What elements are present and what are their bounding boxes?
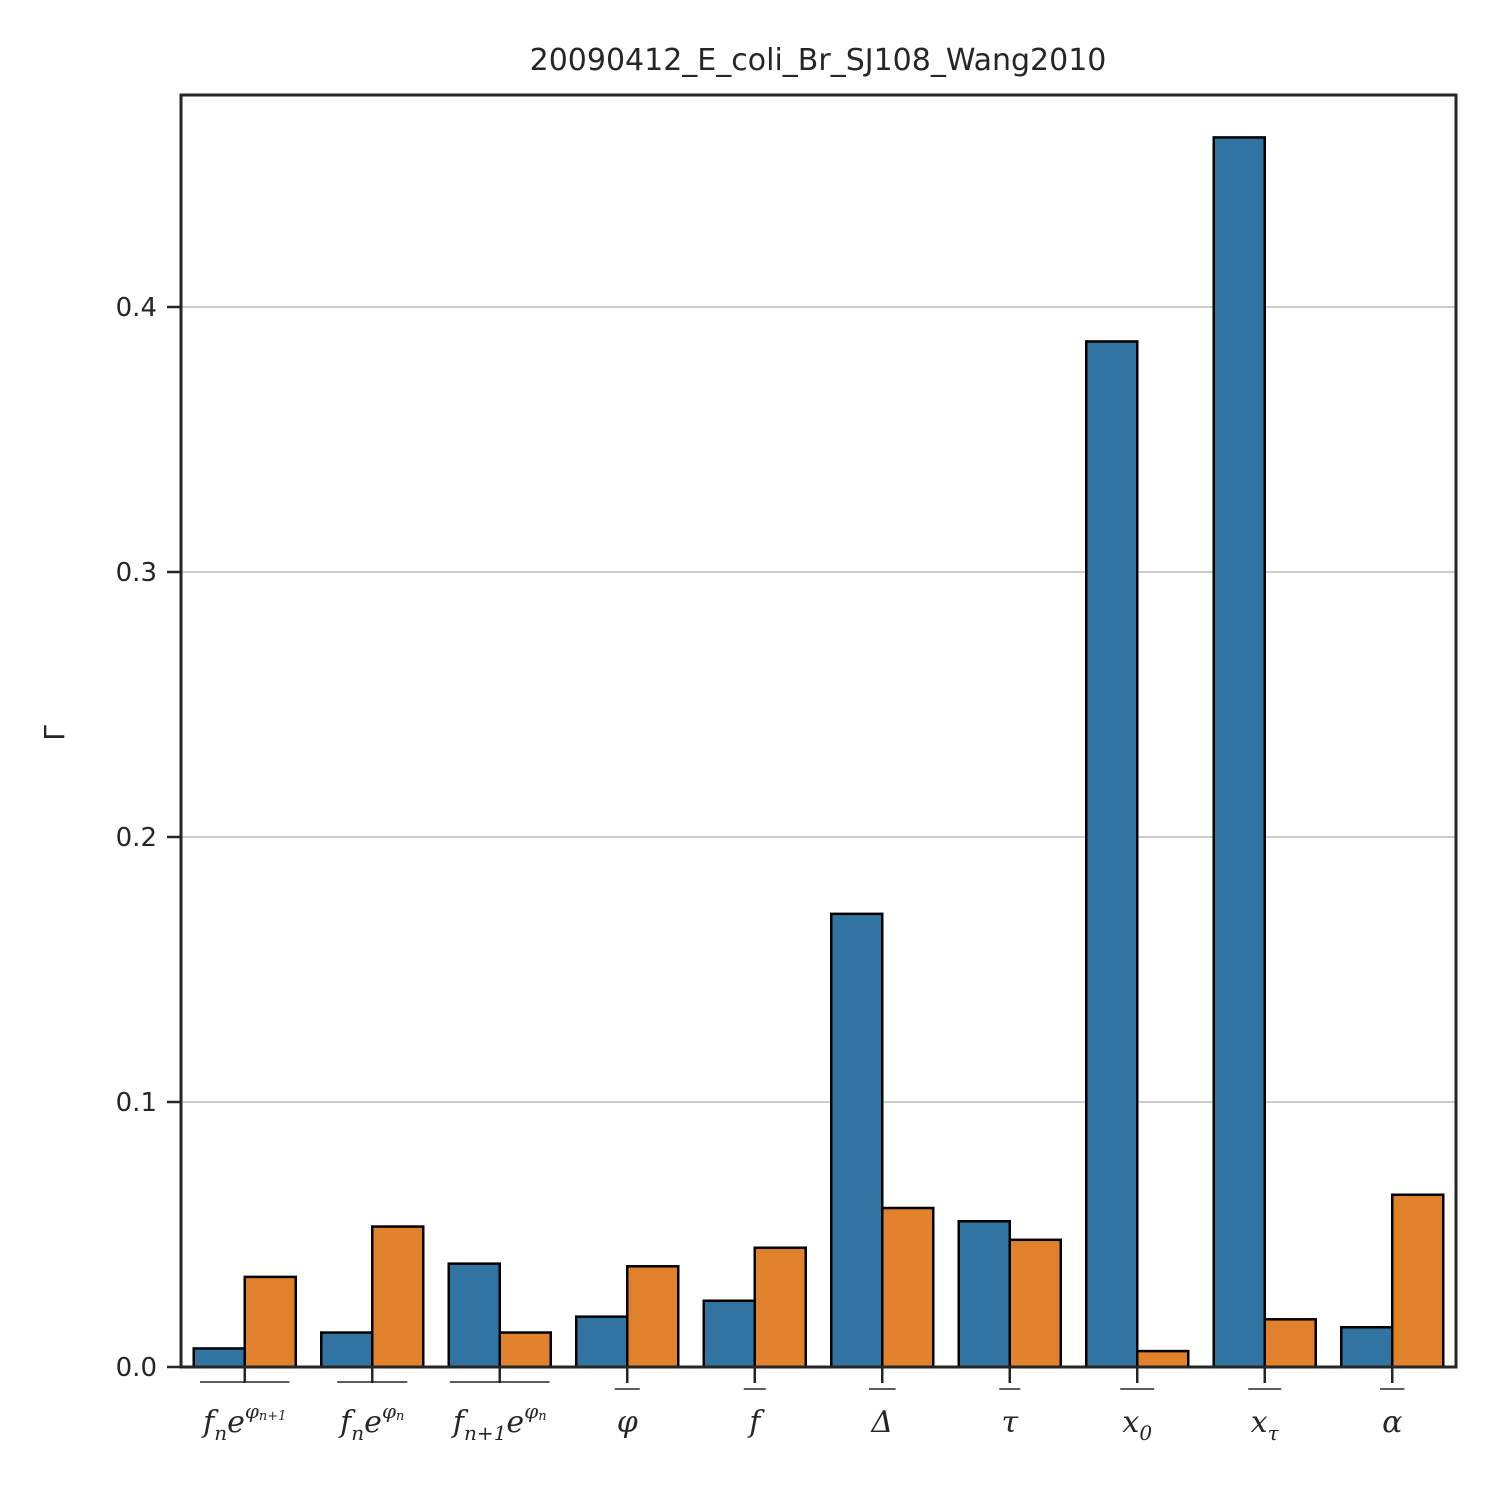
bar-series1-7 [1085, 340, 1139, 1369]
bar-series2-2 [498, 1331, 552, 1369]
y-tick-label: 0.2 [116, 823, 157, 853]
y-tick-label: 0.4 [116, 293, 157, 323]
bar-series2-7 [1136, 1349, 1190, 1369]
chart-title: 20090412_E_coli_Br_SJ108_Wang2010 [530, 43, 1107, 78]
bar-series1-1 [320, 1331, 374, 1369]
bar-series1-4 [702, 1299, 756, 1369]
bar-series2-8 [1263, 1318, 1317, 1369]
bar-series1-9 [1340, 1326, 1394, 1369]
y-tick-label: 0.0 [116, 1353, 157, 1383]
x-tick-label-2: fn+1eφn [451, 1399, 547, 1445]
bar-series1-5 [830, 912, 884, 1369]
bars [192, 136, 1445, 1369]
y-tick-label: 0.3 [116, 558, 157, 588]
bar-series2-4 [753, 1246, 807, 1369]
x-tick-label-9: α [1382, 1405, 1402, 1440]
bar-series2-6 [1008, 1238, 1062, 1369]
bar-series1-6 [957, 1220, 1011, 1369]
bar-series1-3 [575, 1315, 629, 1369]
x-tick-label-4: f [747, 1405, 765, 1440]
x-tick-label-5: Δ [870, 1405, 893, 1440]
y-axis-label: Γ [38, 725, 71, 741]
x-tick-label-8: xτ [1251, 1405, 1280, 1445]
bar-series2-1 [371, 1225, 425, 1369]
bar-series2-0 [243, 1275, 297, 1369]
bar-series1-0 [192, 1347, 246, 1369]
x-tick-label-0: fneφn+1 [201, 1399, 286, 1445]
bar-series2-5 [881, 1206, 935, 1369]
x-tick-label-7: x0 [1122, 1405, 1152, 1445]
bar-series2-3 [626, 1265, 680, 1369]
y-tick-label: 0.1 [116, 1088, 157, 1118]
x-tick-label-6: τ [1001, 1405, 1018, 1440]
bar-series1-8 [1212, 136, 1266, 1369]
bar-series2-9 [1391, 1193, 1445, 1369]
axes: 0.0 0.1 0.2 0.3 0.4 [116, 93, 1458, 1383]
x-tick-label-1: fneφn [338, 1399, 404, 1445]
plot-frame [179, 93, 1458, 1369]
x-tick-label-3: φ [617, 1405, 638, 1440]
bar-series1-2 [447, 1262, 501, 1369]
